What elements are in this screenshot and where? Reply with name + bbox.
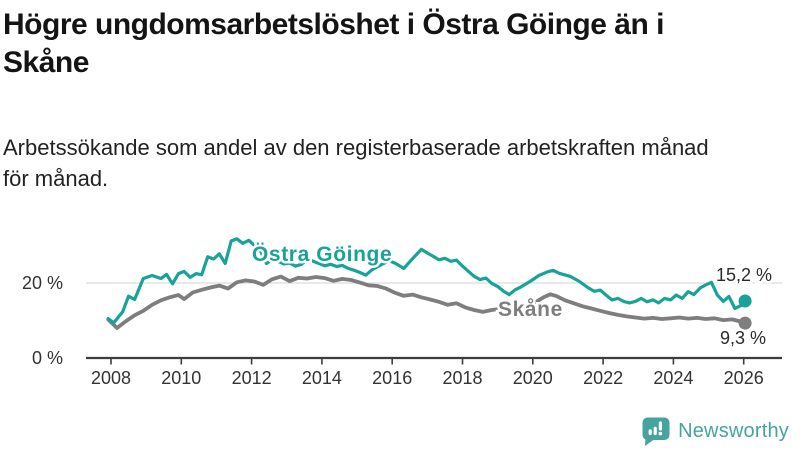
chart-title-line1: Högre ungdomsarbetslöshet i Östra Göinge…	[3, 8, 664, 41]
chart-subtitle-line1: Arbetssökande som andel av den registerb…	[3, 135, 709, 160]
series-label: Östra Göinge	[252, 243, 392, 266]
series-label: Skåne	[498, 298, 563, 321]
series-end-dot	[738, 316, 752, 330]
series-end-dot	[738, 294, 752, 308]
x-tick-label: 2014	[302, 368, 342, 388]
series-line-2	[106, 274, 747, 330]
series-end-value-label: 9,3 %	[720, 328, 766, 348]
series-end-value-label: 15,2 %	[716, 265, 772, 285]
chart-subtitle: Arbetssökande som andel av den registerb…	[3, 132, 709, 194]
series-line-1	[106, 237, 747, 325]
y-tick-label: 20 %	[22, 273, 63, 293]
newsworthy-logo[interactable]: Newsworthy	[641, 416, 789, 446]
x-tick-label: 2026	[724, 368, 764, 388]
y-tick-label: 0 %	[32, 348, 63, 368]
x-tick-label: 2008	[91, 368, 131, 388]
newsworthy-logo-text: Newsworthy	[678, 419, 789, 442]
x-tick-label: 2024	[653, 368, 693, 388]
newsworthy-speech-bubble-bar-chart-icon	[642, 417, 670, 446]
x-tick-label: 2012	[232, 368, 272, 388]
x-tick-label: 2018	[442, 368, 482, 388]
x-tick-label: 2016	[372, 368, 412, 388]
x-tick-label: 2010	[161, 368, 201, 388]
chart-subtitle-line2: för månad.	[3, 166, 109, 191]
chart-title: Högre ungdomsarbetslöshet i Östra Göinge…	[3, 6, 664, 82]
x-tick-label: 2022	[583, 368, 623, 388]
chart-title-line2: Skåne	[3, 46, 89, 79]
x-tick-label: 2020	[513, 368, 553, 388]
